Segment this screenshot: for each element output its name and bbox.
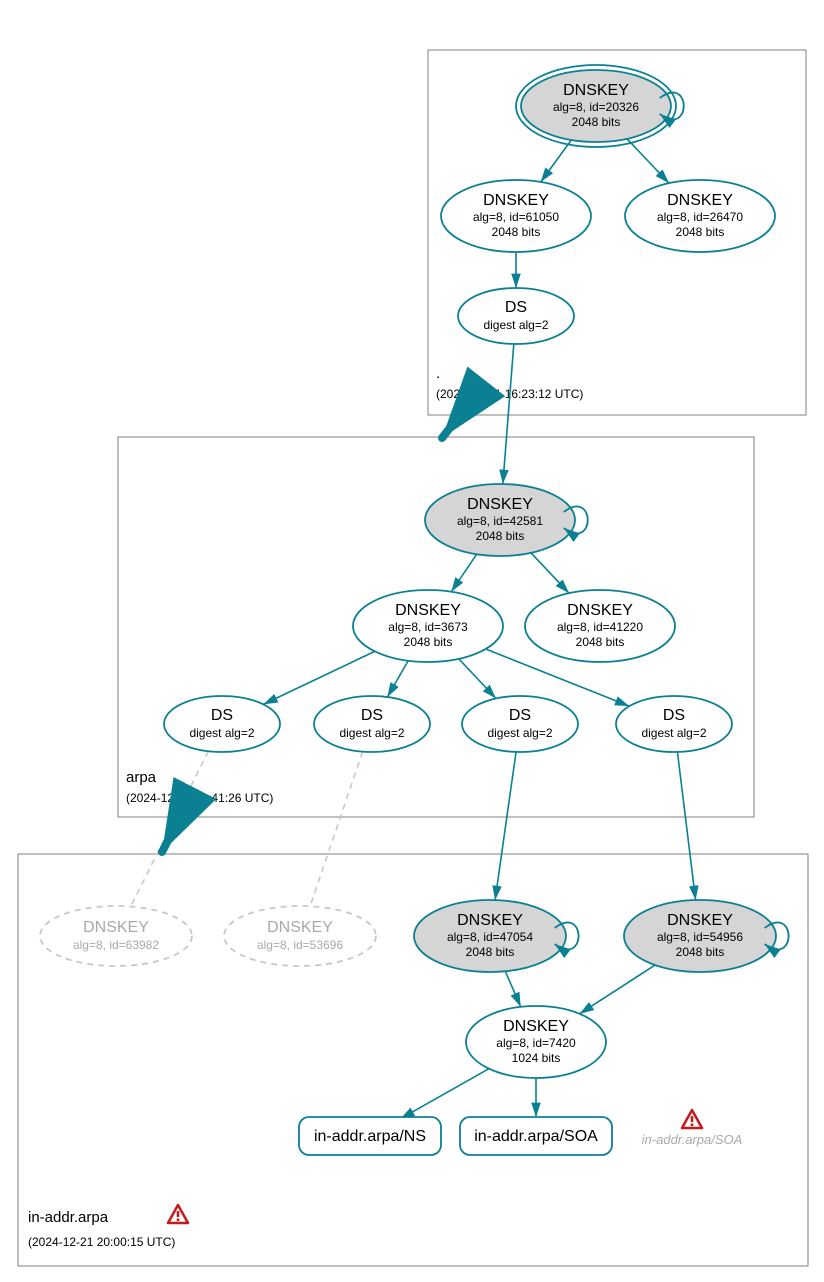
rrset-box: in-addr.arpa/SOA [460,1117,612,1155]
node-title: DNSKEY [267,919,333,936]
node-dnskey: DNSKEYalg=8, id=74201024 bits [466,1006,606,1078]
node-title: DS [211,707,233,724]
node-sub: digest alg=2 [641,726,706,740]
node-sub: 1024 bits [512,1051,561,1065]
zone-label: . [436,365,440,382]
node-dnskey: DNSKEY alg=8, id=63982 [40,906,192,966]
node-title: DNSKEY [467,496,533,513]
node-sub: 2048 bits [576,635,625,649]
node-dnskey: DNSKEYalg=8, id=264702048 bits [625,180,775,252]
rrset-label: in-addr.arpa/SOA [474,1128,598,1145]
node-dnskey: DNSKEY alg=8, id=53696 [224,906,376,966]
node-sub: alg=8, id=47054 [447,930,533,944]
node-sub: digest alg=2 [339,726,404,740]
node-sub: 2048 bits [404,635,453,649]
node-sub: alg=8, id=7420 [496,1036,576,1050]
node-sub: alg=8, id=3673 [388,620,468,634]
node-title: DNSKEY [457,912,523,929]
node-sub: 2048 bits [572,115,621,129]
node-title: DS [505,299,527,316]
rrset-box: in-addr.arpa/NS [299,1117,441,1155]
node-sub: alg=8, id=53696 [257,938,343,952]
node-title: DNSKEY [563,82,629,99]
node-title: DNSKEY [667,192,733,209]
node-sub: digest alg=2 [483,318,548,332]
node-ds: DS digest alg=2 [314,696,430,752]
zone-label: arpa [126,769,157,786]
rrset-label: in-addr.arpa/NS [314,1128,426,1145]
node-title: DS [361,707,383,724]
node-ds: DS digest alg=2 [458,288,574,344]
node-title: DNSKEY [503,1018,569,1035]
zone-time: (2024-12-21 20:00:15 UTC) [28,1235,175,1249]
zone-time: (2024-12-21 19:41:26 UTC) [126,791,273,805]
node-dnskey: DNSKEYalg=8, id=610502048 bits [441,180,591,252]
node-sub: 2048 bits [676,945,725,959]
node-title: DS [663,707,685,724]
node-title: DNSKEY [395,602,461,619]
node-title: DS [509,707,531,724]
node-ds: DS digest alg=2 [462,696,578,752]
node-sub: alg=8, id=26470 [657,210,743,224]
node-sub: digest alg=2 [189,726,254,740]
node-sub: alg=8, id=42581 [457,514,543,528]
node-sub: 2048 bits [676,225,725,239]
node-ds: DS digest alg=2 [616,696,732,752]
node-sub: 2048 bits [466,945,515,959]
rrset-gray-label: in-addr.arpa/SOA [642,1132,743,1147]
node-dnskey: DNSKEYalg=8, id=412202048 bits [525,590,675,662]
node-sub: alg=8, id=20326 [553,100,639,114]
zone-label: in-addr.arpa [28,1209,109,1226]
node-sub: alg=8, id=63982 [73,938,159,952]
node-title: DNSKEY [567,602,633,619]
node-dnskey: DNSKEYalg=8, id=36732048 bits [353,590,503,662]
node-title: DNSKEY [483,192,549,209]
node-sub: alg=8, id=54956 [657,930,743,944]
node-sub: digest alg=2 [487,726,552,740]
node-sub: alg=8, id=61050 [473,210,559,224]
node-sub: 2048 bits [492,225,541,239]
node-title: DNSKEY [83,919,149,936]
node-sub: 2048 bits [476,529,525,543]
node-title: DNSKEY [667,912,733,929]
node-sub: alg=8, id=41220 [557,620,643,634]
node-ds: DS digest alg=2 [164,696,280,752]
